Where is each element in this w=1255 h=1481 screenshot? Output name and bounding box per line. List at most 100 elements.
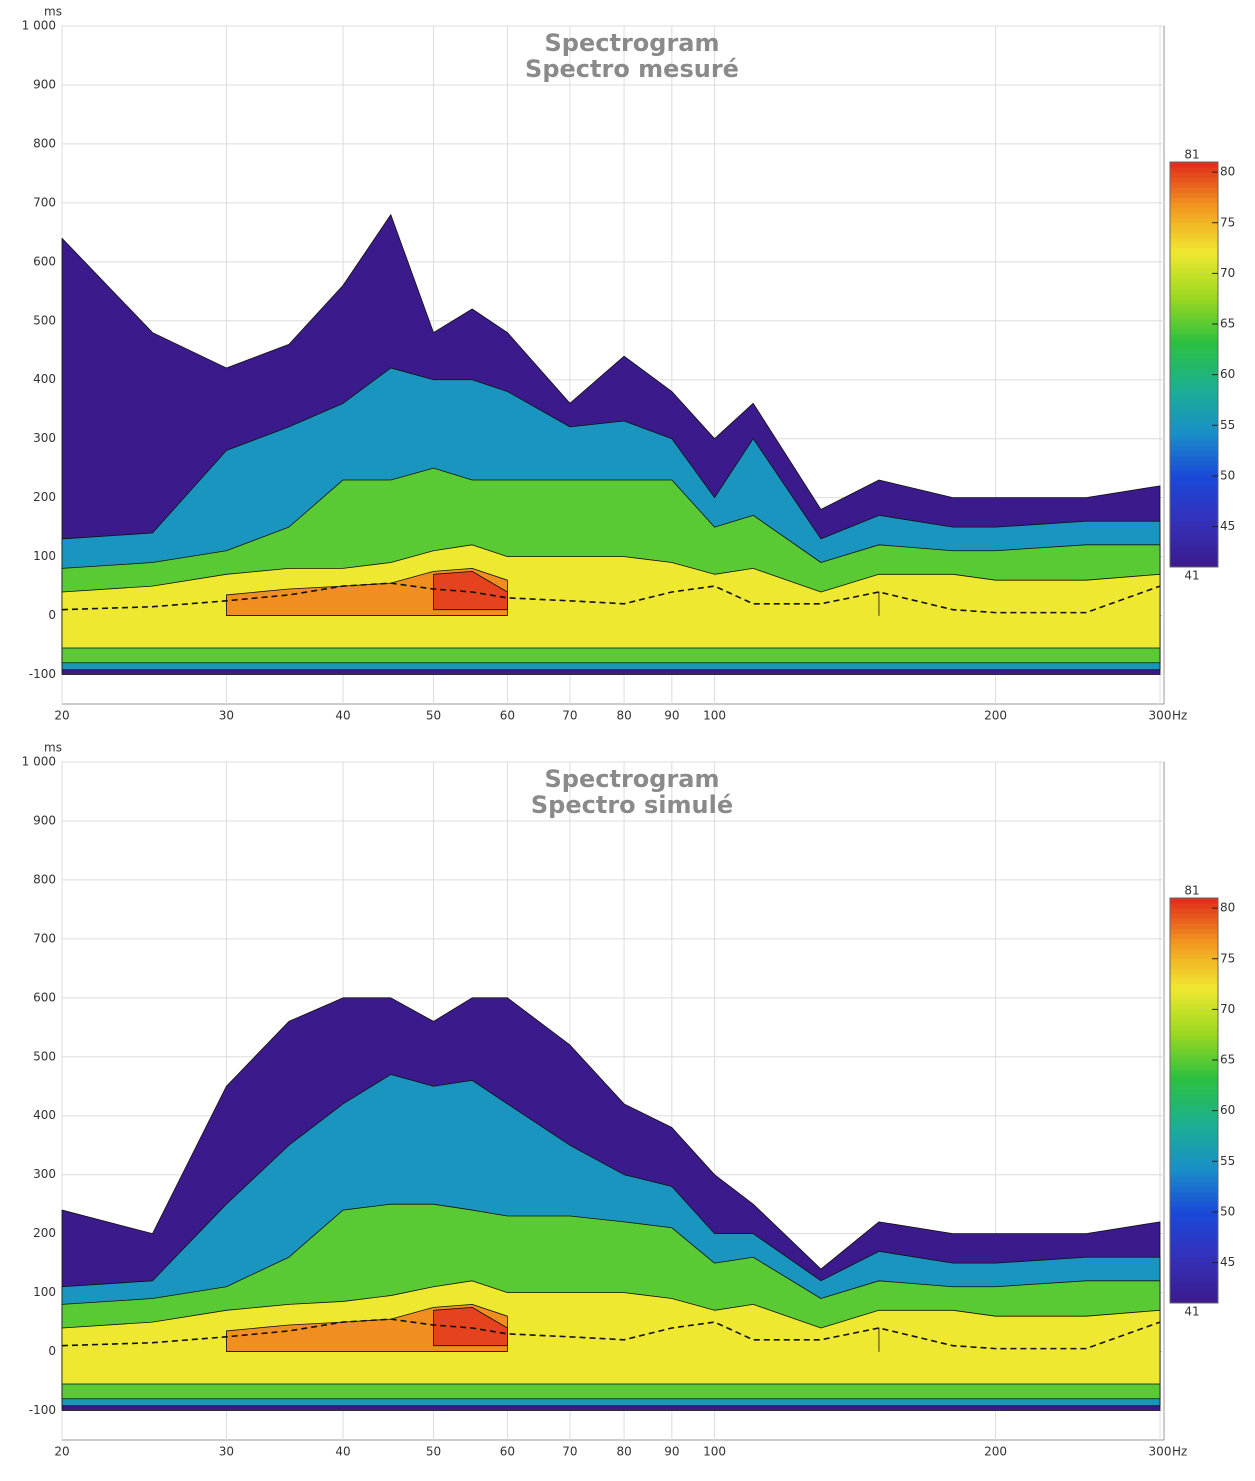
- colorbar-step: [1170, 257, 1218, 264]
- colorbar-step: [1170, 1221, 1218, 1228]
- colorbar-step: [1170, 536, 1218, 543]
- colorbar-tick-label: 80: [1220, 165, 1235, 179]
- colorbar-step: [1170, 963, 1218, 970]
- colorbar-step: [1170, 526, 1218, 533]
- colorbar-step: [1170, 541, 1218, 548]
- x-tick-label: 30: [219, 709, 234, 723]
- colorbar-step: [1170, 531, 1218, 538]
- y-tick-label: 200: [33, 1226, 56, 1240]
- colorbar-step: [1170, 1125, 1218, 1132]
- chart-subtitle: Spectro mesuré: [525, 55, 739, 83]
- colorbar-step: [1170, 1226, 1218, 1233]
- colorbar-tick-label: 55: [1220, 1154, 1235, 1168]
- y-tick-label: 700: [33, 931, 56, 945]
- y-tick-label: 700: [33, 195, 56, 209]
- colorbar-step: [1170, 1206, 1218, 1213]
- colorbar-step: [1170, 973, 1218, 980]
- colorbar-step: [1170, 1089, 1218, 1096]
- colorbar-step: [1170, 1105, 1218, 1112]
- colorbar-step: [1170, 338, 1218, 345]
- y-tick-label: 100: [33, 1285, 56, 1299]
- colorbar-step: [1170, 1019, 1218, 1026]
- colorbar-tick-label: 80: [1220, 901, 1235, 915]
- x-tick-label: 20: [54, 709, 69, 723]
- colorbar-step: [1170, 369, 1218, 376]
- y-tick-label: 0: [48, 608, 56, 622]
- chart-title: Spectrogram: [545, 29, 720, 57]
- colorbar-step: [1170, 318, 1218, 325]
- colorbar-tick-label: 65: [1220, 1053, 1235, 1067]
- y-tick-label: 1 000: [22, 755, 56, 769]
- y-tick-label: 600: [33, 254, 56, 268]
- colorbar-step: [1170, 288, 1218, 295]
- x-tick-label: 70: [562, 1445, 577, 1459]
- y-tick-label: 900: [33, 77, 56, 91]
- y-axis-label: ms: [44, 741, 62, 755]
- colorbar-tick-label: 70: [1220, 1002, 1235, 1016]
- colorbar-step: [1170, 202, 1218, 209]
- colorbar-step: [1170, 1287, 1218, 1294]
- x-tick-label: 50: [426, 709, 441, 723]
- colorbar-step: [1170, 1211, 1218, 1218]
- colorbar-step: [1170, 983, 1218, 990]
- colorbar-step: [1170, 1049, 1218, 1056]
- colorbar-step: [1170, 161, 1218, 168]
- colorbar-step: [1170, 1272, 1218, 1279]
- colorbar-step: [1170, 1282, 1218, 1289]
- colorbar-step: [1170, 1175, 1218, 1182]
- contour-band: [433, 1306, 508, 1347]
- colorbar-step: [1170, 1186, 1218, 1193]
- colorbar-step: [1170, 1084, 1218, 1091]
- x-tick-label: 30: [219, 1445, 234, 1459]
- colorbar-step: [1170, 515, 1218, 522]
- colorbar-step: [1170, 1008, 1218, 1015]
- colorbar-step: [1170, 277, 1218, 284]
- colorbar-step: [1170, 1262, 1218, 1269]
- colorbar-step: [1170, 186, 1218, 193]
- x-tick-label: 40: [335, 1445, 350, 1459]
- colorbar-step: [1170, 333, 1218, 340]
- colorbar-step: [1170, 450, 1218, 457]
- colorbar-step: [1170, 222, 1218, 229]
- contour-band: [61, 1280, 1161, 1385]
- colorbar-tick-label: 75: [1220, 215, 1235, 229]
- y-tick-label: 1 000: [22, 19, 56, 33]
- colorbar-step: [1170, 298, 1218, 305]
- colorbar-step: [1170, 272, 1218, 279]
- y-tick-label: 400: [33, 372, 56, 386]
- colorbar-step: [1170, 1130, 1218, 1137]
- colorbar-step: [1170, 343, 1218, 350]
- y-tick-label: 400: [33, 1108, 56, 1122]
- colorbar-step: [1170, 1297, 1218, 1304]
- colorbar-step: [1170, 912, 1218, 919]
- colorbar-step: [1170, 958, 1218, 965]
- colorbar-step: [1170, 419, 1218, 426]
- colorbar-tick-label: 45: [1220, 519, 1235, 533]
- contour-band: [433, 570, 508, 611]
- colorbar-step: [1170, 902, 1218, 909]
- colorbar-step: [1170, 176, 1218, 183]
- x-tick-label: 300: [1149, 709, 1172, 723]
- colorbar-step: [1170, 267, 1218, 274]
- colorbar-min: 41: [1184, 1305, 1199, 1319]
- colorbar-step: [1170, 379, 1218, 386]
- colorbar-step: [1170, 500, 1218, 507]
- colorbar-step: [1170, 998, 1218, 1005]
- colorbar-step: [1170, 1059, 1218, 1066]
- colorbar-step: [1170, 409, 1218, 416]
- colorbar-step: [1170, 1165, 1218, 1172]
- colorbar-step: [1170, 1277, 1218, 1284]
- colorbar-step: [1170, 490, 1218, 497]
- colorbar-step: [1170, 212, 1218, 219]
- colorbar-min: 41: [1184, 569, 1199, 583]
- colorbar-step: [1170, 465, 1218, 472]
- colorbar-step: [1170, 1216, 1218, 1223]
- colorbar-max: 81: [1184, 884, 1199, 898]
- colorbar-step: [1170, 227, 1218, 234]
- colorbar-step: [1170, 932, 1218, 939]
- colorbar-step: [1170, 1292, 1218, 1299]
- colorbar-step: [1170, 217, 1218, 224]
- colorbar-tick-label: 55: [1220, 418, 1235, 432]
- colorbar-step: [1170, 328, 1218, 335]
